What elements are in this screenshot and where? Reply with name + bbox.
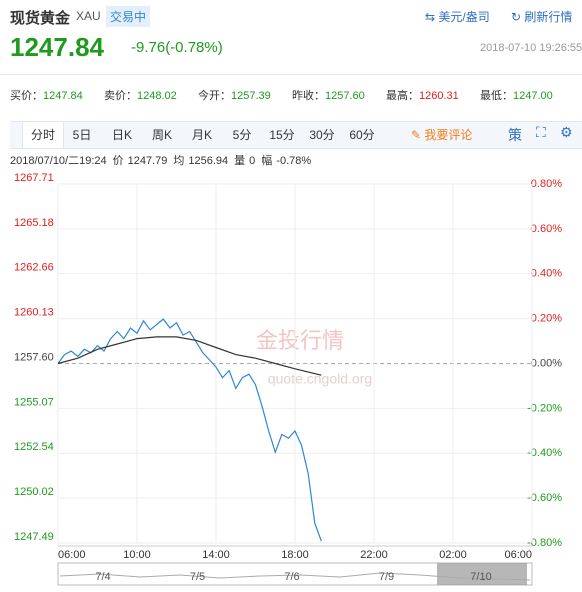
x-tick-label: 14:00 (202, 549, 230, 561)
info-label: 量 (234, 155, 246, 167)
stat-value: 1247.00 (513, 90, 553, 102)
x-tick-label: 10:00 (123, 549, 151, 561)
y-tick-label: 1262.66 (14, 262, 54, 274)
unit[interactable]: ⇆ 美元/盎司 (425, 10, 490, 24)
tab[interactable]: 60分 (349, 128, 375, 142)
tab[interactable]: 月K (191, 128, 212, 142)
refresh[interactable]: ↻ 刷新行情 (511, 10, 573, 24)
title: 现货黄金 (10, 10, 71, 27)
navigator-label: 7/6 (284, 571, 299, 583)
x-tick-label: 06:00 (58, 549, 86, 561)
series-line (57, 318, 322, 542)
stat-value: 1260.31 (419, 90, 459, 102)
y2-tick-label: 0.20% (531, 313, 562, 325)
unit-text: 美元/盎司 (438, 10, 490, 24)
tab[interactable]: 分时 (22, 122, 64, 148)
watermark-site: quote.cngold.org (268, 371, 372, 387)
refresh-text: 刷新行情 (524, 10, 573, 24)
navigator-label: 7/4 (95, 571, 110, 583)
stat-label: 今开： (198, 90, 231, 102)
y-tick-label: 1252.54 (14, 441, 54, 453)
stat: 买价：1247.84 (10, 87, 104, 103)
stat-value: 1248.02 (137, 90, 177, 102)
x-tick-label: 02:00 (439, 549, 467, 561)
price: 1247.84 (10, 32, 104, 62)
y-tick-label: 1255.07 (14, 396, 54, 408)
info-value: 0 (249, 155, 256, 167)
info-line: 2018/07/10/二19:24 价 1247.79 均 1256.94 量 0 幅 -0.7… (10, 152, 317, 168)
y-tick-label: 1250.02 (14, 486, 54, 498)
navigator-line (59, 572, 531, 581)
stat: 最低：1247.00 (480, 87, 560, 103)
stats: 买价：1247.84 卖价：1248.02 今开：1257.39 昨收：1257.60… (10, 87, 580, 103)
tab[interactable]: 5日 (72, 128, 92, 142)
y2-tick-label: 0.40% (531, 268, 562, 280)
info-time: 2018/07/10/二19:24 (10, 155, 107, 167)
tab[interactable]: 5分 (232, 128, 252, 142)
y-tick-label: 1260.13 (14, 306, 54, 318)
comment[interactable]: ✎ 我要评论 (411, 128, 473, 142)
stat-value: 1257.39 (231, 90, 271, 102)
stat: 今开：1257.39 (198, 87, 292, 103)
y2-tick-label: -0.40% (527, 447, 562, 459)
stat-label: 最低： (480, 90, 513, 102)
y2-tick-label: -0.80% (527, 537, 562, 549)
y-tick-label: 1267.71 (14, 172, 54, 184)
y2-tick-label: -0.20% (527, 402, 562, 414)
tab[interactable]: 日K (111, 128, 132, 142)
x-tick-label: 06:00 (504, 549, 532, 561)
stat: 卖价：1248.02 (104, 87, 198, 103)
stat: 最高：1260.31 (386, 87, 480, 103)
y-tick-label: 1247.49 (14, 531, 54, 543)
y-tick-label: 1265.18 (14, 217, 54, 229)
stat: 昨收：1257.60 (292, 87, 386, 103)
x-tick-label: 18:00 (281, 549, 309, 561)
stat-value: 1257.60 (325, 90, 365, 102)
code: XAU (76, 9, 101, 23)
watermark-name: 金投行情 (256, 328, 344, 353)
tab-bar: 分时 5日 日K 周K 月K 5分 15分 30分 60分 (10, 121, 582, 149)
info-label: 幅 (261, 155, 273, 167)
stat-label: 最高： (386, 90, 419, 102)
info-value: 1256.94 (188, 155, 229, 167)
y2-tick-label: 0.60% (531, 223, 562, 235)
y2-tick-label: 0.80% (531, 178, 562, 190)
status: 交易中 (106, 6, 151, 27)
strategy[interactable]: 策 (508, 127, 522, 143)
stat-label: 卖价： (104, 90, 137, 102)
y2-tick-label: -0.60% (527, 492, 562, 504)
tab[interactable]: 周K (151, 128, 172, 142)
settings[interactable]: ⚙ (560, 124, 573, 140)
info-value: 1247.79 (127, 155, 168, 167)
y-tick-label: 1257.60 (14, 351, 54, 363)
info-label: 价 (112, 155, 124, 167)
navigator-label: 7/10 (470, 571, 491, 583)
navigator-label: 7/9 (379, 571, 394, 583)
tab[interactable]: 15分 (269, 128, 295, 142)
datetime: 2018-07-10 19:26:55 (480, 42, 582, 54)
stat-label: 昨收： (292, 90, 325, 102)
fullscreen[interactable]: ⛶ (536, 124, 546, 140)
stat-label: 买价： (10, 90, 43, 102)
navigator (57, 562, 533, 586)
info-value: -0.78% (276, 155, 312, 167)
stat-value: 1247.84 (43, 90, 83, 102)
divider (0, 74, 582, 75)
x-tick-label: 22:00 (360, 549, 388, 561)
tab[interactable]: 30分 (309, 128, 335, 142)
change: -9.76(-0.78%) (131, 39, 223, 56)
info-label: 均 (173, 155, 185, 167)
y2-tick-label: 0.00% (531, 357, 562, 369)
comment-text: 我要评论 (424, 128, 473, 142)
series-line (57, 336, 322, 376)
navigator-label: 7/5 (190, 571, 205, 583)
